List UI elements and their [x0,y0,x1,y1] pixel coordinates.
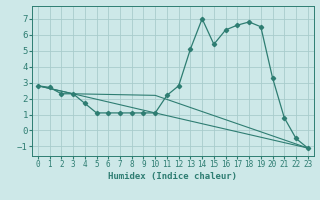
X-axis label: Humidex (Indice chaleur): Humidex (Indice chaleur) [108,172,237,181]
